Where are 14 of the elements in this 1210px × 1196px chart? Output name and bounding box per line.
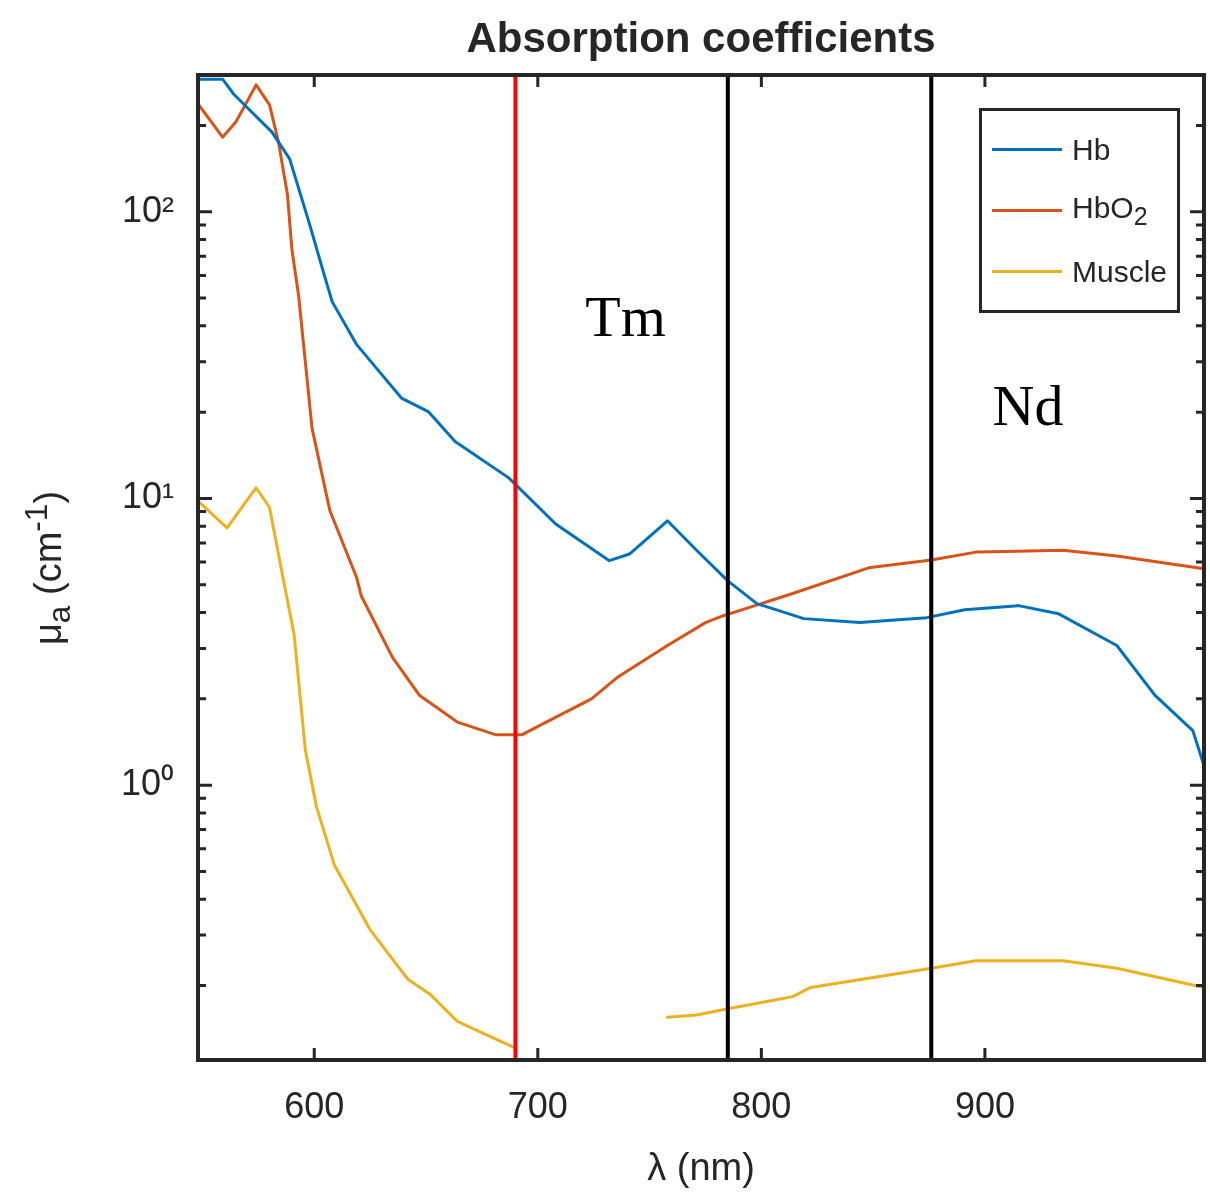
x-axis-title: λ (nm) (647, 1146, 755, 1189)
y-tick-label: 10¹ (121, 475, 175, 517)
legend-label: Muscle (1071, 254, 1167, 289)
x-tick-label: 800 (731, 1084, 792, 1126)
x-tick-label: 700 (507, 1084, 568, 1126)
legend-label: Hb (1071, 132, 1111, 167)
x-tick-label: 900 (954, 1084, 1015, 1126)
legend-label: HbO$_{2}$ (1071, 190, 1148, 231)
y-tick-label: 10² (121, 188, 175, 230)
chart-title: Absorption coefficients (466, 14, 936, 62)
annotation: Tm (585, 284, 666, 350)
x-tick-label: 600 (284, 1084, 345, 1126)
y-tick-label: 10⁰ (120, 762, 174, 804)
annotation: Nd (992, 373, 1064, 439)
